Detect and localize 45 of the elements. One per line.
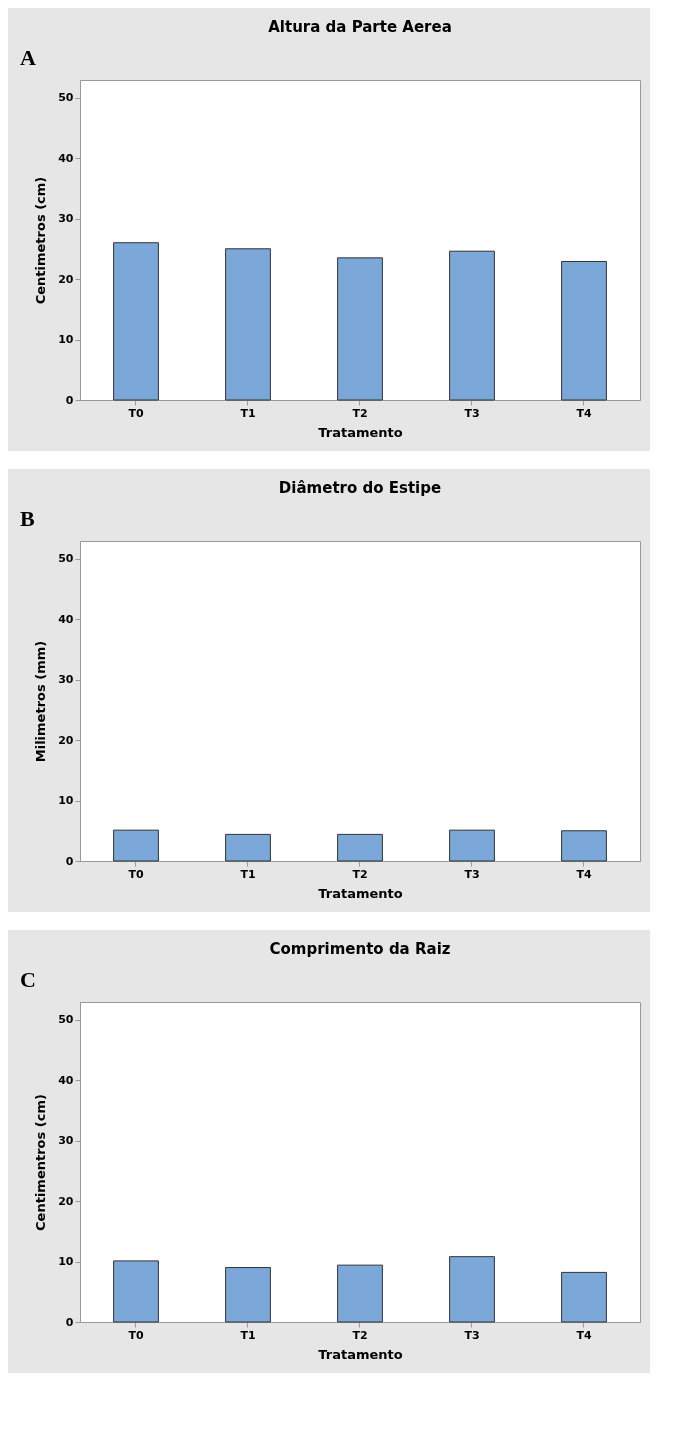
x-tick-label: T1 [240,1328,256,1342]
x-axis-title: Tratamento [318,885,403,901]
x-tick-label: T1 [240,406,256,420]
x-tick-label: T4 [576,406,592,420]
text: A [20,45,36,70]
y-tick-label: 40 [58,1073,74,1087]
x-tick-label: T0 [128,406,144,420]
y-tick-label: 30 [58,212,74,226]
x-tick-label: T4 [576,867,592,881]
chart-title: Diâmetro do Estipe [278,479,442,497]
y-tick-label: 30 [58,1134,74,1148]
y-tick-label: 0 [65,854,74,868]
x-axis-title: Tratamento [318,1346,403,1362]
x-tick-label: T2 [352,406,368,420]
x-tick-label: T2 [352,867,368,881]
chart-title: Altura da Parte Aerea [268,18,452,36]
y-tick-label: 50 [58,91,74,105]
y-tick-label: 10 [58,1255,74,1269]
x-tick-label: T3 [464,1328,480,1342]
y-tick-label: 30 [58,673,74,687]
y-tick-label: 20 [58,733,74,747]
x-tick-label: T4 [576,1328,592,1342]
y-tick-label: 0 [65,393,74,407]
y-tick-label: 40 [58,151,74,165]
y-axis-title: Centimentros (cm) [33,1094,49,1231]
y-tick-label: 50 [58,552,74,566]
x-tick-label: T2 [352,1328,368,1342]
y-tick-label: 50 [58,1013,74,1027]
y-axis-title: Milimetros (mm) [33,640,49,763]
x-axis-title: Tratamento [318,424,403,440]
text: B [20,506,35,531]
x-tick-label: T0 [128,1328,144,1342]
chart-title: Comprimento da Raiz [269,940,451,958]
y-tick-label: 20 [58,1194,74,1208]
y-tick-label: 20 [58,272,74,286]
x-tick-label: T3 [464,406,480,420]
y-tick-label: 10 [58,333,74,347]
x-tick-label: T3 [464,867,480,881]
x-tick-label: T0 [128,867,144,881]
text: C [20,967,36,992]
y-tick-label: 10 [58,794,74,808]
y-tick-label: 40 [58,612,74,626]
y-tick-label: 0 [65,1315,74,1329]
y-axis-title: Centimetros (cm) [33,176,49,305]
x-tick-label: T1 [240,867,256,881]
